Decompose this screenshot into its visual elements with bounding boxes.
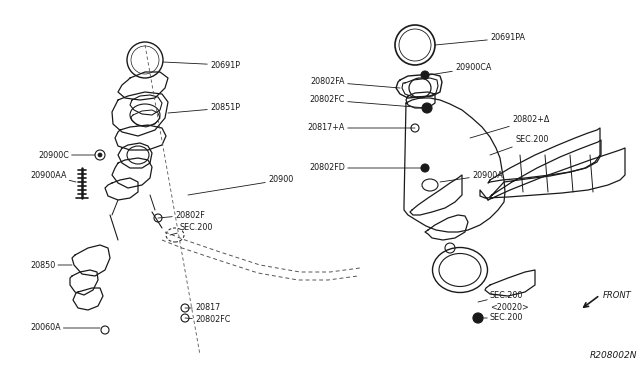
Text: 20691P: 20691P <box>163 61 240 70</box>
Ellipse shape <box>98 153 102 157</box>
Text: SEC.200: SEC.200 <box>478 291 524 302</box>
Text: 20851P: 20851P <box>168 103 240 113</box>
Text: SEC.200: SEC.200 <box>482 314 524 323</box>
Text: 20691PA: 20691PA <box>435 33 525 45</box>
Text: 20900A: 20900A <box>440 170 503 182</box>
Text: <20020>: <20020> <box>490 304 529 312</box>
Text: 20900C: 20900C <box>38 151 95 160</box>
Ellipse shape <box>422 103 432 113</box>
Text: 20802FD: 20802FD <box>309 164 425 173</box>
Text: SEC.200: SEC.200 <box>170 224 213 235</box>
Text: 20900AA: 20900AA <box>30 170 76 182</box>
Text: 20900: 20900 <box>188 176 293 195</box>
Ellipse shape <box>473 313 483 323</box>
Text: 20817+A: 20817+A <box>308 124 415 132</box>
Text: 20850: 20850 <box>30 260 72 269</box>
Text: 20802FA: 20802FA <box>310 77 400 88</box>
Text: 20817: 20817 <box>185 304 220 312</box>
Text: R208002N: R208002N <box>590 350 637 359</box>
Ellipse shape <box>421 71 429 79</box>
Text: FRONT: FRONT <box>603 291 632 299</box>
Text: 20802FC: 20802FC <box>185 315 230 324</box>
Ellipse shape <box>421 164 429 172</box>
Text: 20802+Δ: 20802+Δ <box>470 115 549 138</box>
Text: 20900CA: 20900CA <box>429 64 492 75</box>
Text: 20802F: 20802F <box>158 211 205 219</box>
Text: 20060A: 20060A <box>30 324 100 333</box>
Text: SEC.200: SEC.200 <box>490 135 548 155</box>
Text: 20802FC: 20802FC <box>310 96 427 108</box>
